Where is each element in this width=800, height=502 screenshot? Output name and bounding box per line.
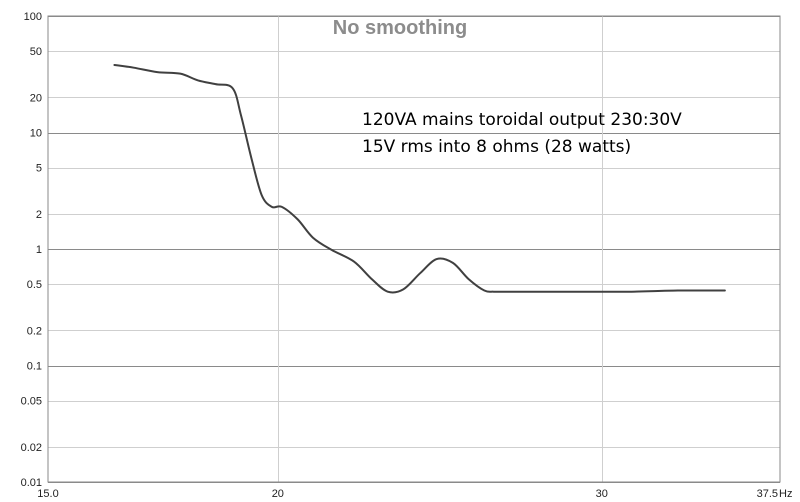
y-tick-label: 0.2 [27, 325, 42, 337]
x-tick-label: 37.5 [757, 488, 778, 500]
y-tick-label: 0.5 [27, 279, 42, 291]
y-tick-label: 2 [36, 209, 42, 221]
x-tick-label: 30 [596, 488, 608, 500]
x-tick-label: 15.0 [37, 488, 58, 500]
series-group [113, 63, 726, 294]
chart-title: No smoothing [333, 17, 467, 39]
plot-frame [47, 15, 781, 483]
y-tick-label: 100 [24, 11, 42, 23]
series-line [113, 63, 726, 294]
y-tick-label: 1 [36, 244, 42, 256]
y-tick-label: 10 [30, 128, 42, 140]
y-tick-label: 0.05 [21, 396, 42, 408]
annotation-line-2: 15V rms into 8 ohms (28 watts) [362, 137, 631, 157]
x-axis-tick-labels: 15.0 20 30 37.5 [37, 488, 778, 500]
y-tick-label: 5 [36, 163, 42, 175]
y-tick-label: 0.01 [21, 477, 42, 489]
y-axis-tick-labels: 100 50 20 10 5 2 1 0.5 0.2 0.1 0.05 0.02 0.01 [21, 11, 42, 489]
x-tick-label: 20 [272, 488, 284, 500]
x-axis-unit: Hz [779, 488, 792, 500]
y-tick-label: 50 [30, 46, 42, 58]
y-tick-label: 0.02 [21, 442, 42, 454]
y-tick-label: 20 [30, 92, 42, 104]
y-tick-label: 0.1 [27, 361, 42, 373]
annotation-line-1: 120VA mains toroidal output 230:30V [362, 110, 682, 130]
